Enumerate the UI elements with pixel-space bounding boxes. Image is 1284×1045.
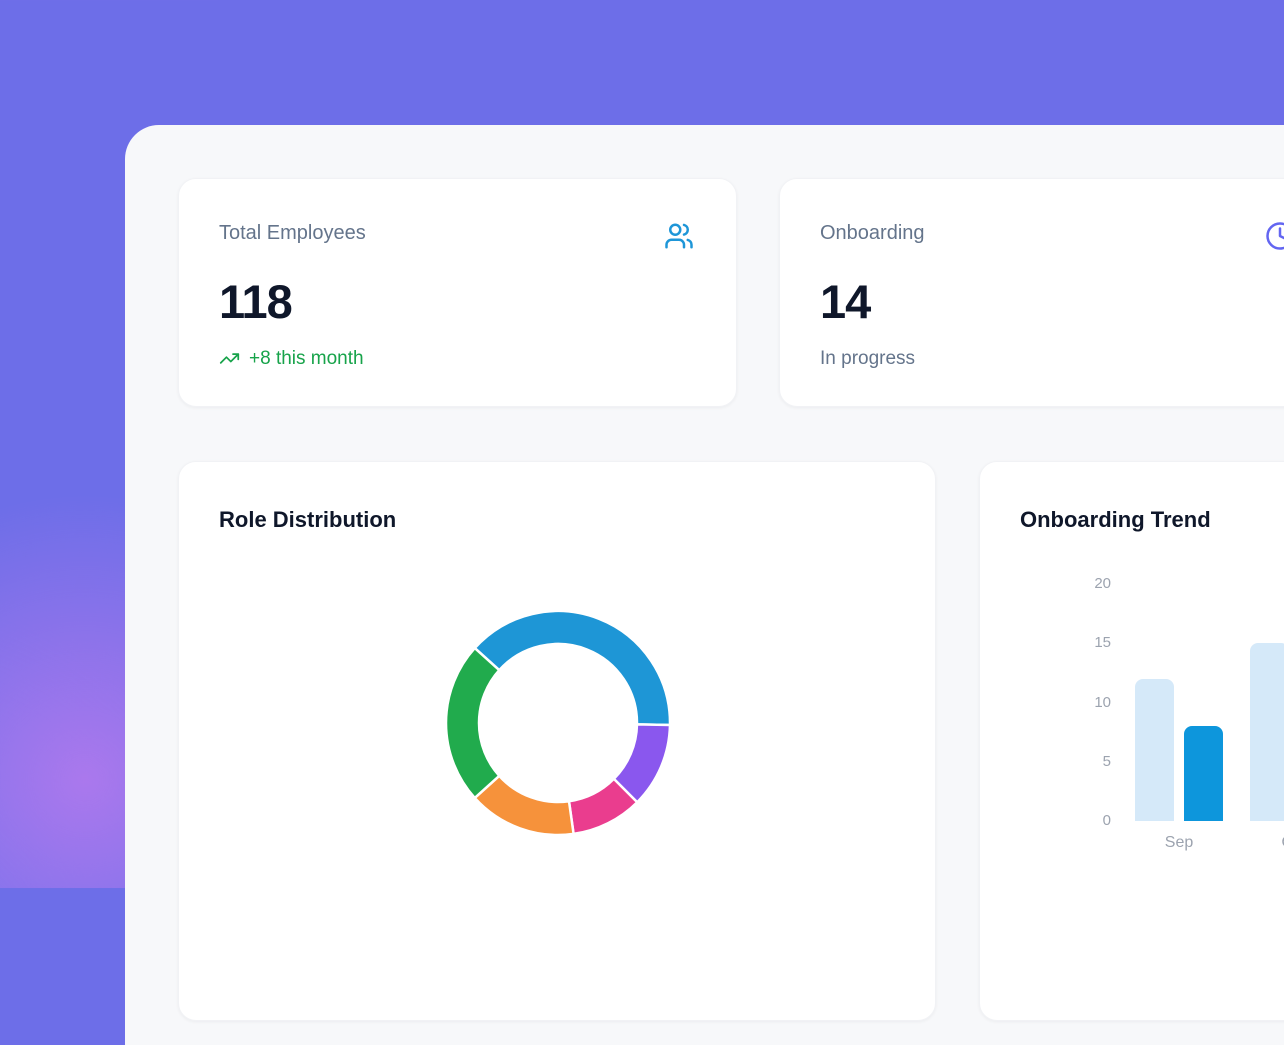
stat-trend: +8 this month xyxy=(219,347,694,370)
light-blue-series-bar-oct xyxy=(1250,643,1284,821)
x-axis-label-sep: Sep xyxy=(1135,833,1223,852)
stat-sub: In progress xyxy=(820,347,1284,370)
y-axis-tick-5: 5 xyxy=(1041,753,1111,771)
dark-blue-series-bar-sep xyxy=(1184,726,1223,821)
y-axis-tick-15: 15 xyxy=(1041,634,1111,652)
x-axis-label-oct: Oct xyxy=(1250,833,1284,852)
users-icon xyxy=(664,221,694,251)
stat-label: Total Employees xyxy=(219,221,366,245)
y-axis-tick-20: 20 xyxy=(1041,575,1111,593)
stat-card-total-employees: Total Employees 118 +8 this month xyxy=(178,178,737,407)
stat-sub-text: In progress xyxy=(820,347,915,370)
green-segment xyxy=(446,648,499,798)
stat-label: Onboarding xyxy=(820,221,925,245)
stat-value: 14 xyxy=(820,277,1284,327)
trending-up-icon xyxy=(219,348,240,369)
content-panel: Total Employees 118 +8 this month xyxy=(125,125,1284,1045)
blue-segment xyxy=(475,611,670,725)
role-distribution-donut-chart xyxy=(445,610,671,836)
chart-title: Role Distribution xyxy=(219,506,895,534)
stat-card-header: Onboarding xyxy=(820,221,1284,251)
stat-card-onboarding: Onboarding 14 In progress xyxy=(779,178,1284,407)
stat-value: 118 xyxy=(219,277,694,327)
clock-icon xyxy=(1265,221,1284,251)
y-axis-tick-10: 10 xyxy=(1041,694,1111,712)
light-blue-series-bar-sep xyxy=(1135,679,1174,821)
stat-sub-text: +8 this month xyxy=(249,347,364,370)
stat-card-header: Total Employees xyxy=(219,221,694,251)
y-axis-tick-0: 0 xyxy=(1041,812,1111,830)
